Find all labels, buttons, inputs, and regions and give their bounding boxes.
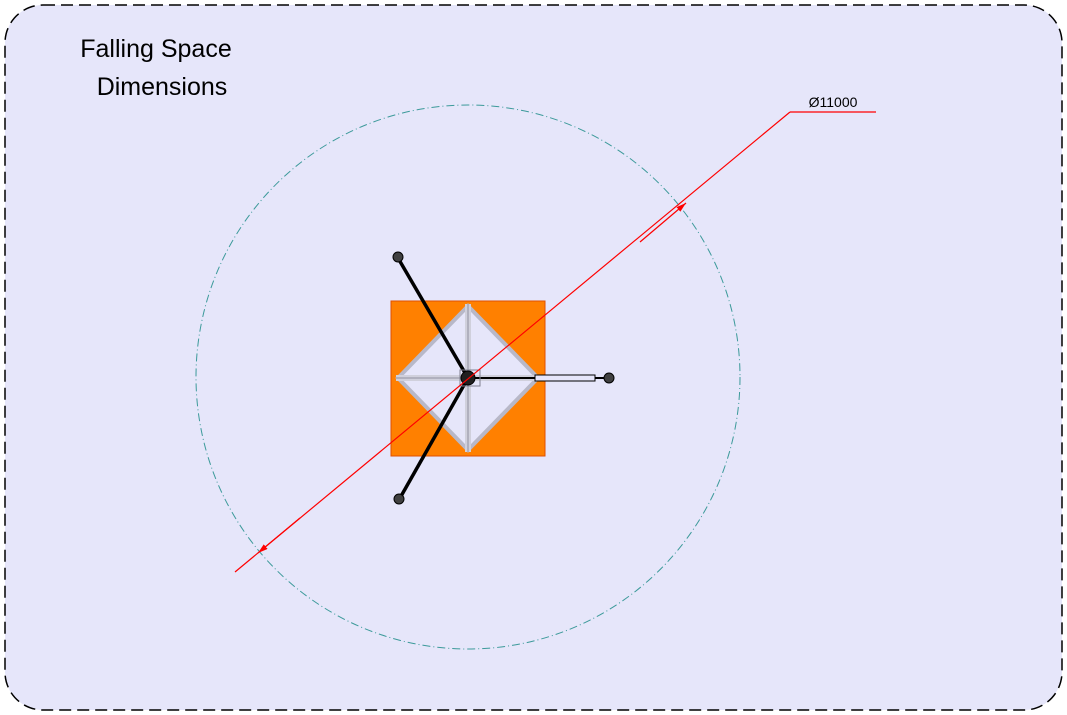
- title-line: Dimensions: [97, 73, 228, 101]
- falling-space-circle: [195, 104, 741, 650]
- title-line: Falling Space: [80, 35, 231, 63]
- dimension-label: Ø11000: [809, 94, 858, 110]
- dimension: Ø11000: [234, 94, 876, 573]
